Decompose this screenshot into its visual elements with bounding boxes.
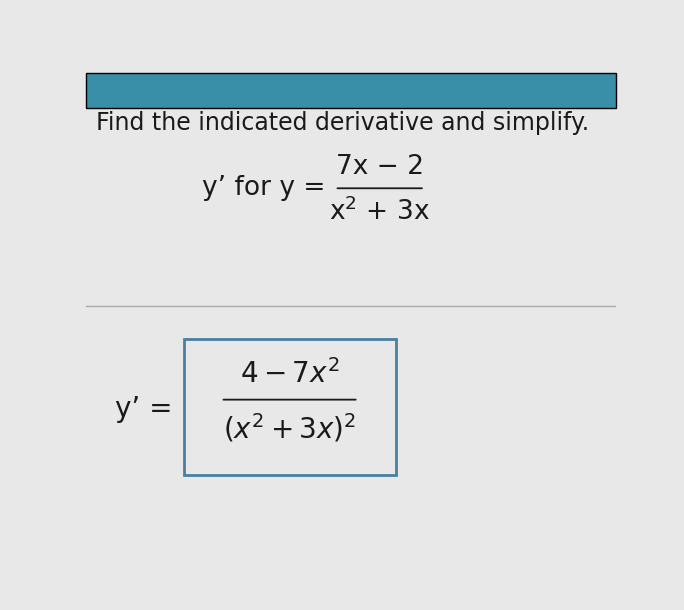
Text: $(x^2 + 3x)^2$: $(x^2 + 3x)^2$ <box>223 411 356 444</box>
Text: 7x − 2: 7x − 2 <box>336 154 423 180</box>
FancyBboxPatch shape <box>183 339 395 475</box>
Text: y’ for y =: y’ for y = <box>202 175 326 201</box>
FancyBboxPatch shape <box>86 73 616 109</box>
Text: $4 - 7x^2$: $4 - 7x^2$ <box>240 359 339 389</box>
Text: Find the indicated derivative and simplify.: Find the indicated derivative and simpli… <box>96 110 589 135</box>
Text: y’ =: y’ = <box>115 395 172 423</box>
Text: $\mathregular{x^2}$ + 3x: $\mathregular{x^2}$ + 3x <box>329 198 430 226</box>
